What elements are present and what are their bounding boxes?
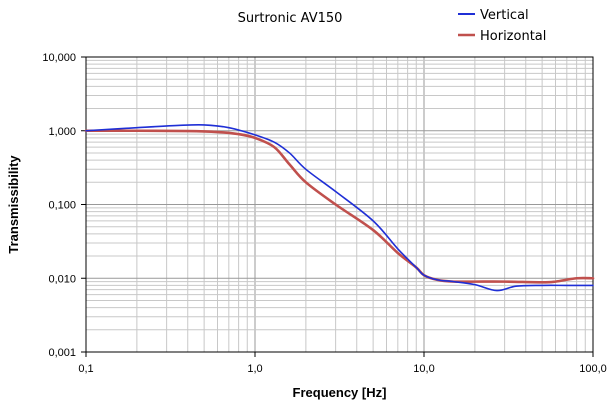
x-axis-title: Frequency [Hz] [293,385,387,400]
series-layer [84,123,595,292]
x-tick-label: 1,0 [247,363,262,375]
y-axis-title: Transmissibility [6,155,21,254]
chart-title: Surtronic AV150 [238,11,343,26]
y-tick-label: 0,001 [48,347,76,359]
legend: Vertical Horizontal [458,8,546,44]
legend-label-vertical: Vertical [480,8,529,23]
y-tick-label: 10,000 [42,52,76,64]
legend-label-horizontal: Horizontal [480,29,546,44]
series-line-vertical [85,123,594,292]
x-tick-label: 10,0 [413,363,434,375]
x-tick-label: 100,0 [579,363,607,375]
grid-layer [85,57,593,353]
y-tick-label: 0,100 [48,200,76,212]
x-tick-label: 0,1 [78,363,93,375]
y-tick-label: 0,010 [48,273,76,285]
tick-layer: 0,1 1,0 10,0 100,0 0,001 0,010 0,100 1,000 10,00… [42,52,606,375]
series-line-horizontal [84,129,595,284]
y-tick-label: 1,000 [48,126,76,138]
